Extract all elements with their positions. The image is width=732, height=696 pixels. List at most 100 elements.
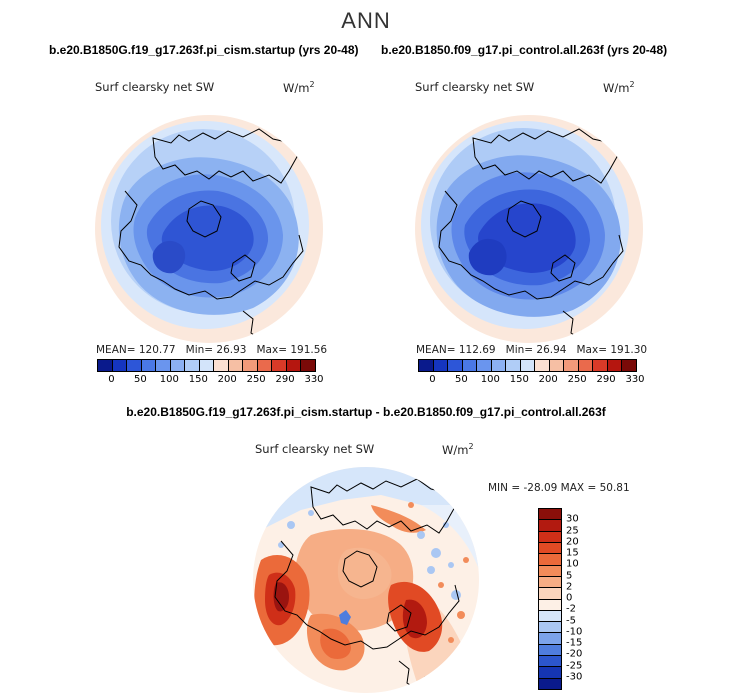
colorbar-swatch [185, 360, 200, 371]
colorbar-tick-label: -15 [566, 637, 583, 649]
colorbar-swatch [127, 360, 142, 371]
colorbar-tick-label: 150 [188, 374, 208, 385]
colorbar-swatch [607, 360, 623, 371]
colorbar-swatch [520, 360, 536, 371]
left-variable-label: Surf clearsky net SW [95, 80, 215, 94]
colorbar-swatch [243, 360, 258, 371]
colorbar-swatch [539, 554, 561, 566]
right-variable-label: Surf clearsky net SW [415, 80, 535, 94]
colorbar-tick-label: 0 [566, 592, 573, 604]
left-case-title: b.e20.B1850G.f19_g17.263f.pi_cism.startu… [49, 43, 359, 57]
diff-colorbar-ticks: 30 25 20 15 10 5 2 0 -2 -5 -10 -15 -20 -25 -30 [566, 508, 616, 688]
colorbar-swatch [506, 360, 521, 371]
left-max-value: 191.56 [290, 344, 328, 356]
colorbar-swatch [214, 360, 229, 371]
colorbar-tick-label: 200 [538, 374, 558, 385]
right-max-label: Max= [576, 344, 608, 356]
left-min-label: Min= [185, 344, 214, 356]
colorbar-tick-label: -30 [566, 671, 583, 683]
colorbar-swatch [228, 360, 244, 371]
colorbar-swatch [593, 360, 608, 371]
colorbar-swatch [98, 360, 113, 371]
left-mean-label: MEAN= [96, 344, 136, 356]
colorbar-tick-label: -20 [566, 648, 583, 660]
colorbar-swatch [539, 576, 561, 589]
colorbar-tick-label: 10 [566, 558, 579, 570]
colorbar-tick-label: 50 [134, 374, 147, 385]
colorbar-swatch [286, 360, 302, 371]
colorbar-swatch [539, 588, 561, 600]
right-max-value: 191.30 [610, 344, 648, 356]
right-mean-value: 112.69 [458, 344, 496, 356]
colorbar-swatch [622, 360, 636, 371]
colorbar-swatch [539, 599, 561, 611]
colorbar-swatch [539, 565, 561, 577]
colorbar-swatch [539, 509, 561, 521]
colorbar-swatch [301, 360, 315, 371]
colorbar-tick-label: 150 [509, 374, 529, 385]
colorbar-swatch [462, 360, 478, 371]
colorbar-tick-label: 15 [566, 547, 579, 559]
colorbar-swatch [578, 360, 594, 371]
colorbar-swatch [199, 360, 215, 371]
right-polar-map [415, 115, 643, 343]
colorbar-swatch [539, 622, 561, 634]
right-mean-label: MEAN= [416, 344, 456, 356]
diff-units: W/m2 [442, 442, 474, 457]
difference-polar-map [253, 467, 479, 693]
colorbar-swatch [433, 360, 449, 371]
colorbar-tick-label: 2 [566, 581, 573, 593]
colorbar-swatch [477, 360, 492, 371]
right-colorbar [418, 359, 637, 372]
colorbar-swatch [491, 360, 507, 371]
diff-minmax: MIN = -28.09 MAX = 50.81 [488, 482, 630, 494]
colorbar-tick-label: 100 [159, 374, 179, 385]
colorbar-swatch [539, 520, 561, 532]
colorbar-swatch [539, 542, 561, 555]
colorbar-swatch [549, 360, 565, 371]
colorbar-swatch [272, 360, 287, 371]
colorbar-tick-label: 250 [246, 374, 266, 385]
colorbar-swatch [141, 360, 157, 371]
colorbar-tick-label: -2 [566, 603, 576, 615]
left-colorbar-ticks: 0 50 100 150 200 250 290 330 [97, 374, 323, 388]
left-units: W/m2 [283, 80, 315, 95]
colorbar-swatch [535, 360, 550, 371]
right-units: W/m2 [603, 80, 635, 95]
diff-variable-label: Surf clearsky net SW [255, 442, 375, 456]
colorbar-swatch [539, 610, 561, 623]
colorbar-tick-label: 50 [455, 374, 468, 385]
left-min-value: 26.93 [216, 344, 247, 356]
colorbar-tick-label: 25 [566, 525, 579, 536]
colorbar-swatch [539, 678, 561, 689]
colorbar-swatch [539, 644, 561, 657]
colorbar-tick-label: 20 [566, 536, 579, 548]
left-polar-map [95, 115, 323, 343]
colorbar-tick-label: 5 [566, 570, 573, 581]
colorbar-tick-label: 290 [596, 374, 616, 385]
right-stats: MEAN= 112.69 Min= 26.94 Max= 191.30 [416, 344, 647, 356]
left-max-label: Max= [256, 344, 288, 356]
colorbar-tick-label: 330 [625, 374, 645, 385]
colorbar-swatch [257, 360, 273, 371]
colorbar-tick-label: 250 [567, 374, 587, 385]
left-colorbar [97, 359, 316, 372]
colorbar-swatch [539, 531, 561, 543]
colorbar-swatch [539, 656, 561, 668]
colorbar-swatch [539, 633, 561, 645]
right-min-value: 26.94 [536, 344, 567, 356]
colorbar-tick-label: 0 [108, 374, 115, 385]
diff-colorbar [538, 508, 562, 690]
colorbar-swatch [112, 360, 128, 371]
right-colorbar-ticks: 0 50 100 150 200 250 290 330 [418, 374, 644, 388]
right-case-title: b.e20.B1850.f09_g17.pi_control.all.263f … [381, 43, 668, 57]
colorbar-swatch [448, 360, 463, 371]
left-stats: MEAN= 120.77 Min= 26.93 Max= 191.56 [96, 344, 327, 356]
colorbar-tick-label: 200 [217, 374, 237, 385]
colorbar-swatch [539, 667, 561, 679]
colorbar-swatch [564, 360, 579, 371]
colorbar-tick-label: 0 [429, 374, 436, 385]
colorbar-swatch [419, 360, 434, 371]
colorbar-tick-label: -25 [566, 660, 583, 671]
colorbar-tick-label: -5 [566, 615, 576, 626]
